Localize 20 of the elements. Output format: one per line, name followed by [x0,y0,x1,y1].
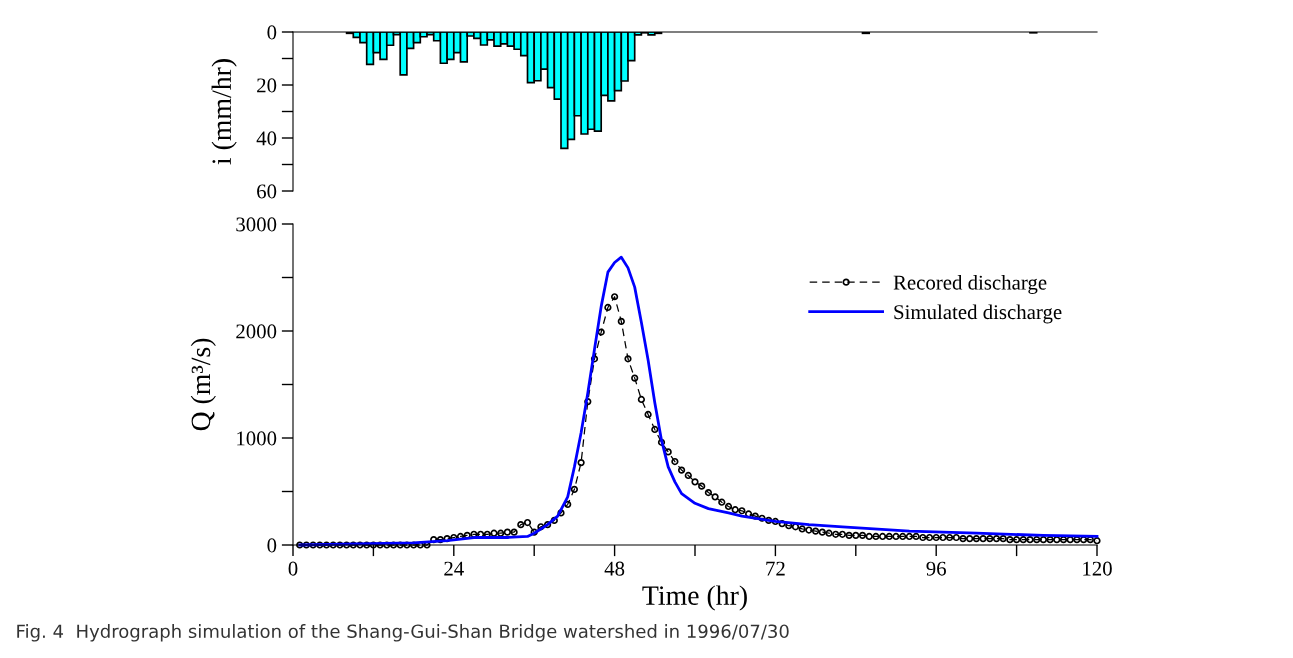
x-tick-label: 96 [926,561,946,576]
y-tick-label: 60 [257,184,277,199]
y-tick-label: 1000 [237,431,277,446]
x-tick-label: 24 [444,561,464,576]
x-axis-title: Time (hr) [642,585,747,611]
y-axis-title: Q (m³/s) [190,338,216,431]
y-axis-title: i (mm/hr) [211,59,237,165]
x-tick-label: 48 [604,561,625,576]
y-tick-label: 20 [257,78,277,93]
x-tick-label: 120 [1083,561,1112,576]
x-tick-label: 0 [288,561,298,576]
y-tick-label: 0 [267,25,277,40]
y-tick-label: 40 [256,131,277,146]
y-tick-label: 3000 [236,217,277,232]
x-tick-label: 72 [766,561,785,576]
caption: Fig. 4 Hydrograph simulation of the Shang-Gui-Shan Bridge watershed in 1996/07/30 [17,624,789,642]
y-tick-label: 2000 [236,324,277,339]
legend-label: Recored discharge [893,274,1047,294]
legend-label: Simulated discharge [894,304,1062,324]
y-tick-label: 0 [267,538,277,553]
